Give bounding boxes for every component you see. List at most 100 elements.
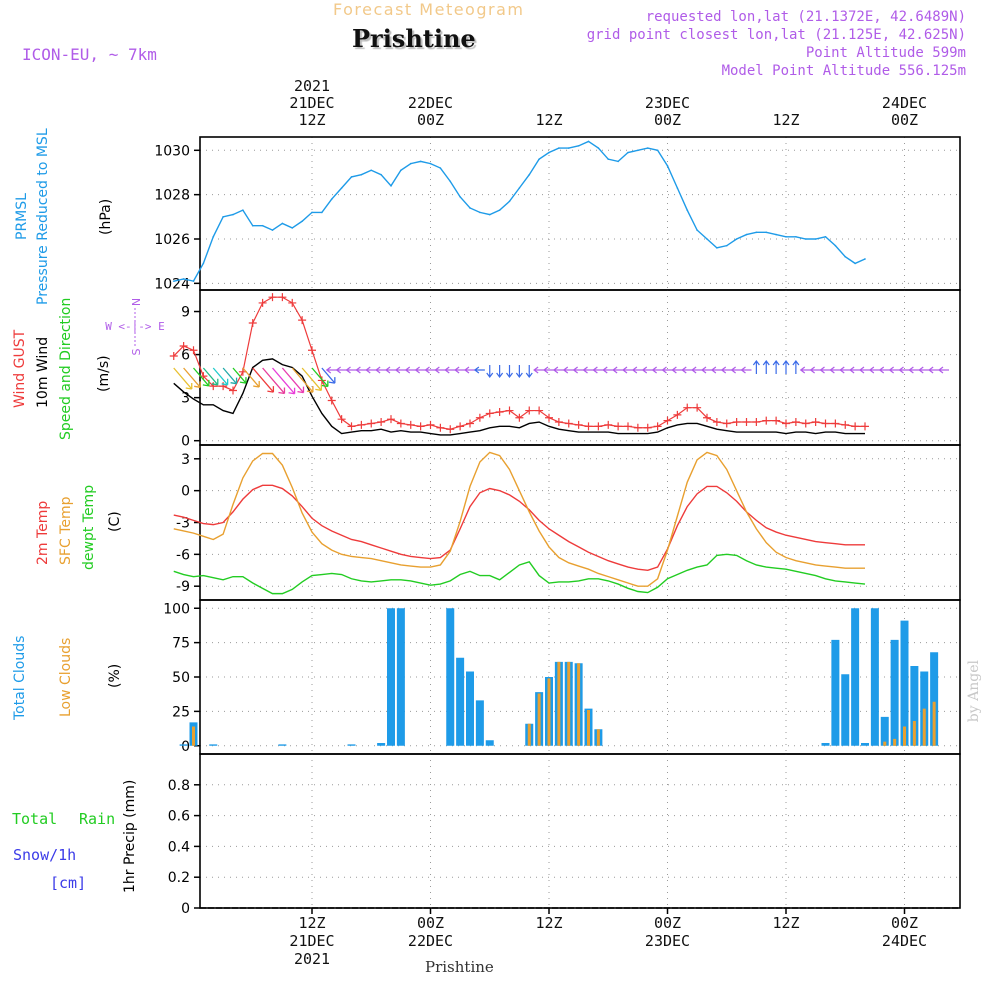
wind-direction-arrow <box>193 367 210 387</box>
y-tick-label: 0.2 <box>168 870 190 886</box>
wind-direction-arrow <box>325 366 337 374</box>
ylabel-prmsl: PRMSL <box>14 193 30 240</box>
gust-marker <box>495 407 504 416</box>
wind-direction-arrow <box>572 366 584 374</box>
panel-frame <box>199 289 961 446</box>
time-label-bottom: 23DEC <box>645 932 690 950</box>
low-cloud-bar <box>577 663 581 746</box>
low-cloud-bar <box>557 661 561 746</box>
gust-marker <box>387 415 395 424</box>
low-cloud-bar <box>537 693 541 746</box>
ylabel-2m-temp: 2m Temp <box>35 501 51 565</box>
wind-direction-arrow <box>898 366 910 374</box>
total-cloud-bar <box>456 657 465 746</box>
gust-marker <box>278 293 287 302</box>
time-label-bottom: 24DEC <box>882 932 927 950</box>
wind-direction-arrow <box>792 360 800 374</box>
y-tick-label: 1028 <box>154 188 190 204</box>
time-label-top: 00Z <box>891 111 918 129</box>
gust-marker <box>752 418 761 427</box>
legend-total: Total <box>12 810 57 828</box>
y-tick-label: 1024 <box>154 276 190 292</box>
wind-direction-head <box>278 387 286 395</box>
wind-direction-arrow <box>365 366 377 374</box>
wind-direction-arrow <box>321 367 336 384</box>
pressure-point <box>567 147 570 149</box>
pressure-point <box>696 229 698 231</box>
wind-direction-arrow <box>252 367 274 393</box>
pressure-point <box>785 235 787 238</box>
wind-direction-arrow <box>515 365 523 378</box>
wind-direction-arrow <box>661 366 673 374</box>
wind-direction-arrow <box>311 367 329 387</box>
gust-marker <box>821 419 830 428</box>
pressure-point <box>548 151 550 154</box>
gust-marker <box>614 422 623 431</box>
gust-marker <box>535 406 544 415</box>
ylabel-pressure-msl: Pressure Reduced to MSL <box>35 128 51 305</box>
wind-direction-arrow <box>918 366 930 374</box>
pressure-point <box>558 147 560 149</box>
total-cloud-bar <box>179 744 188 746</box>
gust-marker <box>367 419 376 428</box>
pressure-point <box>251 224 254 227</box>
gust-marker <box>456 422 465 431</box>
requested-lonlat: requested lon,lat (21.1372E, 42.6489N) <box>645 9 966 25</box>
wind-direction-arrow <box>444 366 456 374</box>
total-cloud-bar <box>347 744 356 746</box>
wind-direction-arrow <box>839 366 851 374</box>
gust-marker <box>475 413 484 422</box>
pressure-point <box>321 211 323 214</box>
pressure-point <box>676 187 679 189</box>
wind-direction-arrow <box>525 365 533 378</box>
gust-marker <box>762 416 771 425</box>
gust-marker <box>831 419 840 428</box>
ylabel-10m-wind: 10m Wind <box>35 337 51 408</box>
pressure-point <box>498 209 501 211</box>
pressure-point <box>469 207 471 209</box>
gust-marker <box>505 406 514 415</box>
wind-direction-arrow <box>272 367 296 395</box>
wind-direction-arrow <box>612 366 624 374</box>
time-label-bottom: 12Z <box>772 914 799 932</box>
gust-marker <box>515 413 524 422</box>
compass-south: S <box>130 348 143 355</box>
low-cloud-bar <box>596 729 600 746</box>
y-tick-label: 75 <box>172 636 190 652</box>
wind-direction-head <box>221 378 229 386</box>
wind-direction-head <box>328 377 336 384</box>
gust-marker <box>851 422 860 431</box>
total-cloud-bar <box>910 666 919 746</box>
gust-marker <box>564 419 573 428</box>
wind-direction-arrow <box>809 366 821 374</box>
time-label-top: 12Z <box>298 111 325 129</box>
wind-direction-arrow <box>202 367 219 386</box>
gust-marker <box>377 418 386 427</box>
gust-marker <box>594 422 603 431</box>
pressure-point <box>725 244 728 247</box>
time-label-top: 00Z <box>417 111 444 129</box>
total-cloud-bar <box>278 744 287 746</box>
pressure-point <box>627 151 629 154</box>
wind-direction-arrow <box>651 366 663 374</box>
wind-direction-head <box>321 380 329 388</box>
compass-west-east: W <-|-> E <box>105 320 165 333</box>
gust-marker <box>446 425 455 434</box>
pressure-point <box>291 227 294 229</box>
wind-direction-arrow <box>691 366 703 374</box>
pressure-point <box>735 238 738 240</box>
pressure-point <box>656 149 659 152</box>
y-tick-label: 0 <box>181 434 190 450</box>
temp-2m-line <box>173 484 865 571</box>
wind-direction-arrow <box>849 366 861 374</box>
gust-marker <box>396 419 405 428</box>
footer-station: Prishtine <box>425 958 494 976</box>
temp-sfc-line <box>173 451 865 587</box>
ylabel-hpa: (hPa) <box>98 199 114 235</box>
gust-marker <box>248 319 257 328</box>
total-cloud-bar <box>446 608 455 746</box>
y-tick-label: 0 <box>181 901 190 917</box>
pressure-point <box>400 169 402 172</box>
wind-direction-head <box>202 379 210 387</box>
